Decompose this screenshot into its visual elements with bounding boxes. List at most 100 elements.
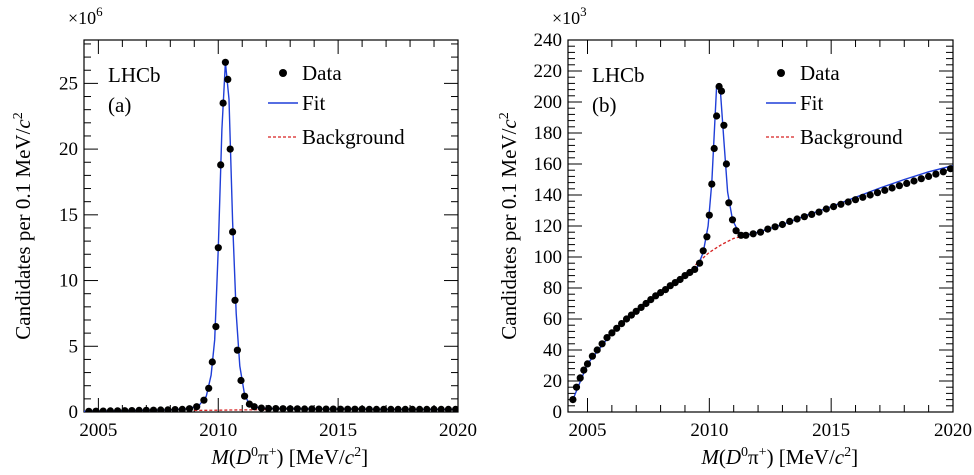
data-point [92, 407, 100, 412]
data-point [233, 346, 241, 354]
legend-data-marker [279, 69, 287, 77]
experiment-label: LHCb [108, 63, 161, 87]
data-point [114, 407, 122, 412]
data-point [598, 340, 606, 348]
data-point [613, 324, 621, 332]
data-point [394, 405, 402, 412]
data-point [226, 145, 234, 153]
data-point [308, 405, 316, 412]
panel-a: 2005 2010 2015 2020 0 5 10 15 20 25 ×106 M(D0π+) [M… [11, 4, 477, 469]
y-tick-label: 60 [543, 309, 562, 330]
data-point [815, 208, 823, 216]
data-point [569, 396, 577, 404]
data-point [696, 259, 704, 267]
data-point [219, 99, 227, 107]
x-tick-label: 2020 [439, 420, 477, 441]
y-tick-label: 220 [534, 61, 563, 82]
y-tick-label: 140 [534, 185, 563, 206]
legend-fit-label: Fit [302, 91, 326, 115]
data-point [661, 286, 670, 294]
data-point [572, 383, 581, 391]
y-axis-title: Candidates per 0.1 MeV/c2 [11, 112, 35, 339]
y-axis-title: Candidates per 0.1 MeV/c2 [497, 112, 521, 339]
legend-background-label: Background [302, 125, 405, 149]
data-point [837, 200, 845, 208]
data-point [293, 405, 301, 412]
data-point [859, 193, 867, 201]
data-point [106, 407, 114, 412]
data-point [627, 311, 636, 319]
data-point [135, 406, 143, 412]
y-tick-label: 0 [553, 402, 563, 423]
data-point [171, 406, 179, 412]
plot-frame [567, 39, 954, 413]
data-point [720, 121, 728, 129]
data-point [925, 172, 933, 180]
y-tick-label: 160 [534, 154, 563, 175]
data-point [430, 405, 438, 412]
legend-data-label: Data [800, 61, 840, 85]
data-point [637, 303, 645, 311]
y-tick-label: 5 [69, 336, 79, 357]
data-point [221, 58, 229, 66]
data-point [257, 404, 265, 412]
data-point [705, 211, 713, 219]
y-tick-label: 0 [69, 402, 79, 423]
data-point [618, 320, 626, 328]
y-tick-label: 200 [534, 92, 563, 113]
y-tick-label: 10 [59, 271, 78, 292]
legend-data-label: Data [302, 61, 342, 85]
data-point [642, 299, 650, 308]
data-point [800, 213, 809, 221]
data-point [786, 217, 794, 225]
data-point [178, 405, 186, 412]
data-point [205, 384, 213, 392]
data-point [212, 323, 220, 331]
data-point [452, 405, 458, 412]
x-axis-title: M(D0π+) [MeV/c2] [210, 445, 368, 469]
data-point [336, 405, 345, 412]
data-point [947, 165, 953, 173]
data-point [903, 179, 911, 187]
data-point [286, 405, 294, 412]
background-curve [684, 234, 747, 277]
y-tick-label: 20 [543, 371, 562, 392]
x-tick-label: 2005 [568, 420, 606, 441]
data-point [372, 405, 381, 412]
data-point [401, 405, 409, 412]
x-tick-label: 2015 [319, 420, 357, 441]
legend-background-label: Background [800, 125, 903, 149]
data-point [873, 189, 882, 197]
data-point [437, 405, 445, 412]
data-point [444, 405, 452, 412]
data-point [193, 403, 201, 411]
data-point [229, 228, 237, 236]
data-point [699, 247, 707, 255]
data-point [322, 405, 330, 412]
data-point [622, 315, 631, 323]
data-point [728, 216, 737, 224]
data-point [691, 265, 699, 273]
background-curve [194, 408, 267, 412]
data-point [224, 75, 232, 83]
data-point [676, 275, 684, 284]
y-tick-label: 240 [534, 30, 563, 51]
data-point [778, 220, 787, 229]
experiment-label: LHCb [592, 63, 645, 87]
data-point [588, 352, 597, 360]
data-point [881, 186, 889, 194]
data-point [121, 407, 129, 412]
data-point [237, 376, 245, 385]
data-point [200, 396, 208, 404]
data-point [732, 227, 740, 235]
data-point [895, 182, 904, 190]
data-point [603, 334, 611, 342]
legend-fit-label: Fit [800, 91, 824, 115]
data-point [217, 161, 225, 169]
data-point [830, 203, 838, 211]
data-point [142, 406, 150, 412]
data-point [85, 407, 93, 412]
data-point [888, 184, 896, 192]
data-point [647, 296, 655, 304]
